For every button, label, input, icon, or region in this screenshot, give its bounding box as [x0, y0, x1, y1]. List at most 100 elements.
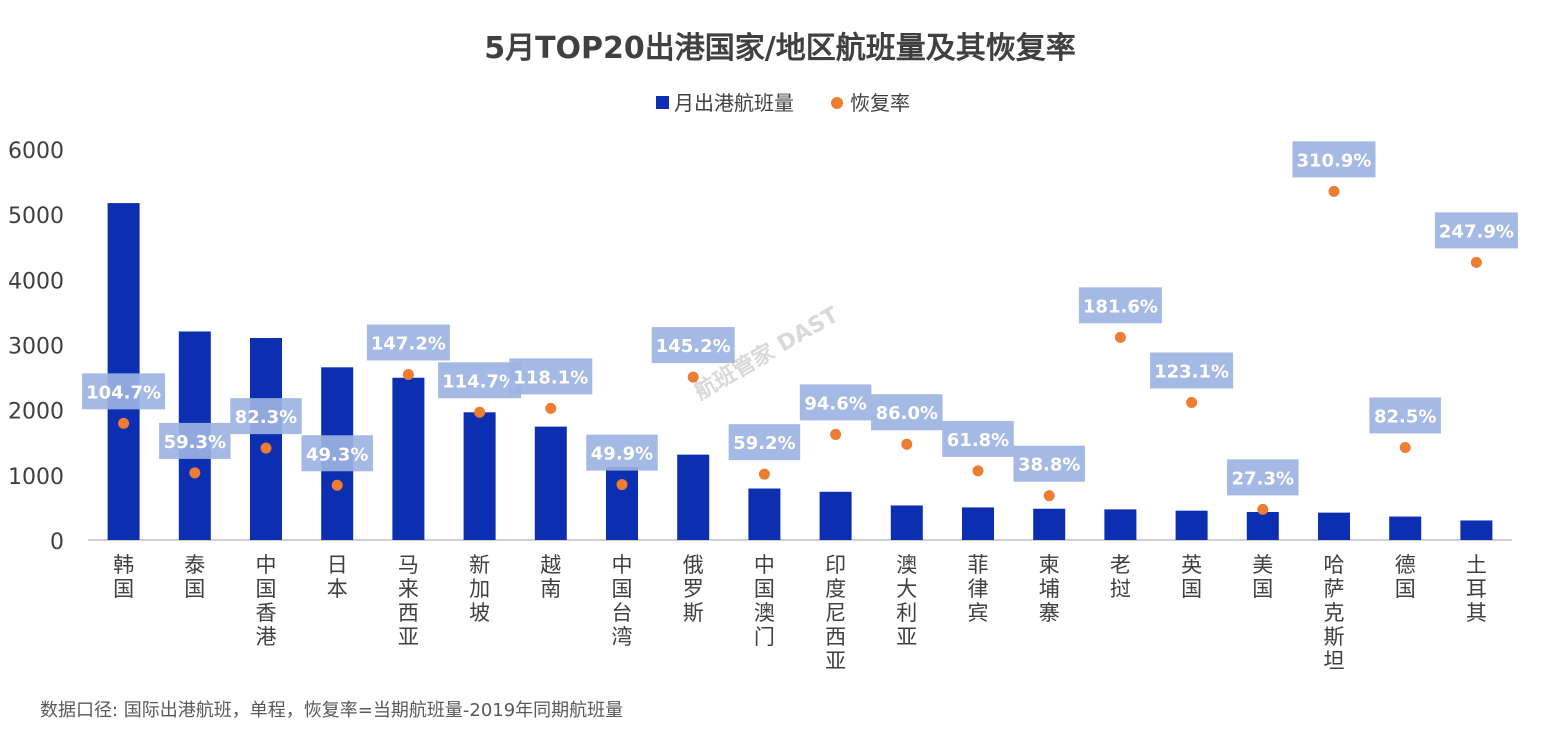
data-label: 59.3%: [164, 432, 226, 453]
x-category-label: 越南: [540, 553, 561, 601]
y-tick-label: 0: [50, 530, 64, 555]
recovery-point: [687, 371, 699, 383]
bar: [1389, 516, 1422, 540]
legend-bar-swatch: [656, 96, 669, 109]
bar: [748, 488, 781, 540]
data-label-box: [366, 324, 450, 361]
x-category-label: 澳大利亚: [896, 553, 917, 649]
data-label-box: [1150, 352, 1234, 389]
bar: [107, 203, 140, 541]
recovery-point: [1114, 331, 1126, 343]
x-category-label: 哈萨克斯坦: [1324, 553, 1345, 673]
recovery-point: [189, 467, 201, 479]
data-label: 49.3%: [306, 444, 368, 465]
x-axis-categories: 韩国 泰国 中国香港 日本 马来西亚 新加坡 越南 中国台湾 俄罗斯 中国澳门 印度尼西亚 澳大利亚 菲…: [113, 553, 1487, 673]
x-category-label: 美国: [1252, 553, 1273, 601]
bar: [1104, 509, 1137, 540]
x-category-label: 俄罗斯: [683, 553, 704, 625]
data-label: 38.8%: [1018, 455, 1080, 476]
x-category-label: 日本: [327, 553, 348, 601]
data-label: 27.3%: [1232, 468, 1294, 489]
points: [118, 185, 1482, 515]
data-label: 94.6%: [804, 393, 866, 414]
bar: [1175, 510, 1208, 540]
bar: [606, 467, 638, 540]
data-label: 104.7%: [86, 382, 161, 403]
recovery-point: [1470, 256, 1482, 268]
legend-dot-label: 恢复率: [850, 91, 910, 115]
x-category-label: 印度尼西亚: [825, 553, 846, 673]
data-label-box: [230, 398, 302, 435]
y-tick-label: 1000: [8, 465, 64, 490]
data-label: 147.2%: [371, 333, 446, 354]
recovery-point: [402, 368, 414, 380]
data-label-box: [1227, 459, 1299, 496]
data-label: 59.2%: [733, 433, 795, 454]
recovery-point: [1186, 396, 1198, 408]
data-label: 145.2%: [656, 336, 731, 357]
x-category-label: 新加坡: [469, 553, 490, 625]
x-category-label: 德国: [1395, 553, 1416, 601]
recovery-point: [830, 428, 842, 440]
x-category-label: 中国澳门: [754, 553, 775, 649]
legend-dot-swatch: [831, 97, 843, 109]
data-label-box: [159, 422, 231, 459]
chart-title: 5月TOP20出港国家/地区航班量及其恢复率: [484, 31, 1076, 66]
y-axis: 0 1000 2000 3000 4000 5000 6000: [8, 139, 64, 555]
data-label-box: [651, 327, 735, 364]
data-label-box: [1292, 141, 1376, 178]
y-tick-label: 4000: [8, 269, 64, 294]
bar: [819, 491, 852, 540]
recovery-point: [260, 442, 272, 454]
bar: [1318, 512, 1350, 540]
x-category-label: 韩国: [113, 553, 134, 601]
x-category-label: 中国香港: [256, 553, 277, 649]
data-label: 86.0%: [876, 403, 938, 424]
data-label: 310.9%: [1297, 150, 1372, 171]
y-tick-label: 2000: [8, 400, 64, 425]
x-category-label: 中国台湾: [612, 553, 633, 649]
data-label: 181.6%: [1083, 296, 1158, 317]
y-tick-label: 3000: [8, 335, 64, 360]
data-label-box: [1434, 212, 1518, 249]
recovery-point: [758, 468, 770, 480]
x-category-label: 土耳其: [1466, 553, 1487, 625]
data-label: 123.1%: [1154, 361, 1229, 382]
recovery-point: [1399, 441, 1411, 453]
data-label-box: [301, 435, 373, 472]
bar: [677, 454, 710, 540]
bar: [1033, 508, 1066, 540]
x-category-label: 菲律宾: [968, 553, 989, 625]
recovery-point: [1328, 185, 1340, 197]
data-label: 247.9%: [1439, 221, 1514, 242]
recovery-point: [616, 479, 628, 491]
bar: [962, 507, 994, 540]
x-category-label: 英国: [1181, 553, 1202, 601]
legend-bar-label: 月出港航班量: [674, 91, 794, 115]
x-category-label: 泰国: [184, 553, 205, 601]
x-category-label: 马来西亚: [398, 553, 419, 649]
recovery-point: [1257, 503, 1269, 515]
data-label-box: [799, 384, 872, 421]
legend: 月出港航班量 恢复率: [656, 91, 910, 115]
y-tick-label: 6000: [8, 139, 64, 164]
recovery-point: [972, 465, 984, 477]
data-label: 114.7%: [442, 371, 517, 392]
recovery-point: [331, 479, 343, 491]
data-label: 61.8%: [947, 430, 1009, 451]
bar: [1460, 520, 1493, 540]
y-tick-label: 5000: [8, 204, 64, 229]
bar: [250, 337, 282, 540]
data-label-box: [871, 394, 943, 431]
recovery-point: [1043, 490, 1055, 502]
x-category-label: 老挝: [1110, 553, 1131, 601]
recovery-point: [545, 402, 557, 414]
data-label: 118.1%: [513, 367, 588, 388]
bar: [890, 505, 923, 540]
data-label-box: [728, 424, 801, 461]
data-labels: 104.7% 59.3% 82.3% 49.3% 147.2% 114.7%118.1% 4…: [82, 141, 1518, 496]
data-label-box: [586, 434, 658, 471]
recovery-point: [901, 438, 913, 450]
data-label-box: [1369, 397, 1441, 434]
data-label-box: [1078, 287, 1162, 324]
